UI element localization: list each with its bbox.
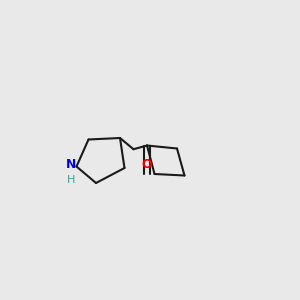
Text: H: H <box>67 175 75 185</box>
Text: N: N <box>66 158 76 172</box>
Text: O: O <box>142 158 152 172</box>
